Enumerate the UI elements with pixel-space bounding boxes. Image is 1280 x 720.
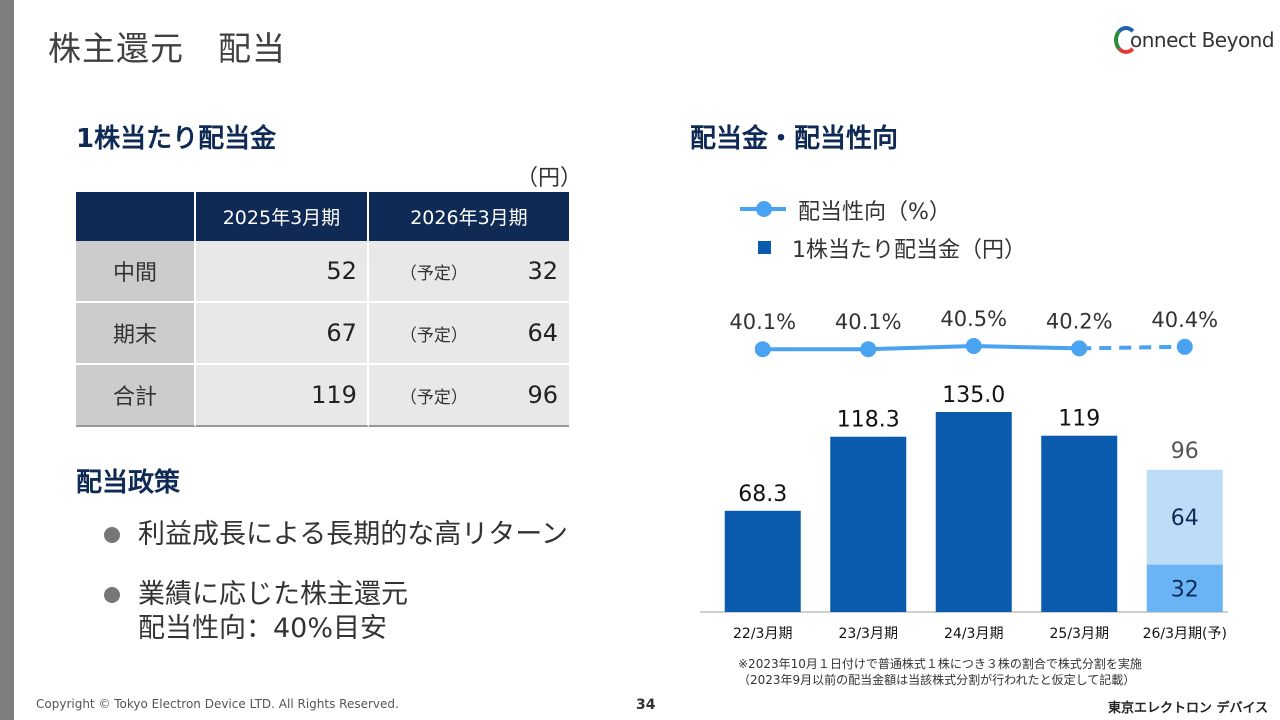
payout-label: 40.2% [1046, 309, 1113, 333]
table-header-fy2026: 2026年3月期 [368, 192, 569, 241]
footnote-line: ※2023年10月１日付けで普通株式１株につき３株の割合で株式分割を実施 [738, 657, 1142, 671]
dividend-table-title: 1株当たり配当金 [76, 124, 277, 154]
bullet-text: 業績に応じた株主還元 [138, 579, 408, 610]
bar-value-label: 135.0 [942, 383, 1005, 408]
footnote-line: （2023年9月以前の配当金額は当該株式分割が行われたと仮定して記載） [738, 673, 1136, 687]
dividend-bar [935, 412, 1012, 612]
dividend-bar [1041, 435, 1118, 612]
payout-label: 40.5% [940, 307, 1007, 331]
bullet-text: 利益成長による長期的な高リターン [138, 519, 568, 550]
planned-note: （予定） [399, 387, 468, 408]
x-tick-label: 23/3月期 [839, 626, 898, 642]
row-label: 期末 [76, 303, 196, 365]
payout-point [754, 341, 771, 358]
chart-title: 配当金・配当性向 [690, 124, 899, 154]
x-tick-label: 25/3月期 [1050, 626, 1109, 642]
payout-line-segment [973, 344, 1080, 351]
x-tick-label: 24/3月期 [944, 626, 1003, 642]
legend-dividend: 1株当たり配当金（円） [740, 232, 1060, 263]
dividend-bar-yearend [1146, 469, 1223, 565]
legend-square-icon [758, 241, 771, 254]
logo-text: onnect Beyond [1130, 28, 1275, 52]
payout-label: 40.1% [729, 310, 796, 334]
bar-total-label: 96 [1171, 439, 1199, 464]
segment-label-yearend: 64 [1171, 506, 1199, 531]
value-fy2025: 52 [196, 241, 369, 303]
payout-point [965, 338, 982, 354]
footnote: ※2023年10月１日付けで普通株式１株につき３株の割合で株式分割を実施 （20… [738, 656, 1142, 688]
value-fy2025: 119 [196, 365, 369, 427]
payout-point [1176, 338, 1193, 355]
value-fy2026-cell: （予定） 32 [368, 241, 569, 303]
bar-value-label: 68.3 [738, 482, 787, 507]
planned-note: （予定） [399, 263, 468, 284]
value-fy2025: 67 [196, 303, 369, 365]
payout-line-segment [868, 344, 974, 352]
value-fy2026-cell: （予定） 96 [368, 365, 569, 427]
legend-payout: 配当性向（%） [740, 194, 1060, 225]
table-row: 合計 119 （予定） 96 [76, 365, 569, 427]
bullet-dot-icon [104, 587, 120, 603]
dividend-bar [830, 436, 907, 612]
legend-dividend-label: 1株当たり配当金（円） [792, 238, 1026, 263]
payout-label: 40.1% [835, 310, 902, 334]
table-header-blank [76, 192, 196, 241]
value-fy2026-cell: （予定） 64 [368, 303, 569, 365]
table-row: 期末 67 （予定） 64 [76, 303, 569, 365]
connect-beyond-logo: onnect Beyond [1112, 22, 1275, 66]
payout-point [860, 341, 877, 358]
unit-label: （円） [516, 166, 583, 191]
payout-point [1071, 340, 1088, 357]
dividend-bar-interim [1146, 564, 1223, 612]
legend-dot-icon [756, 201, 772, 217]
legend-payout-label: 配当性向（%） [798, 200, 951, 225]
row-label: 中間 [76, 241, 196, 303]
payout-line-forecast [1079, 344, 1185, 351]
payout-label: 40.4% [1151, 308, 1218, 332]
logo-ring-icon [1114, 26, 1138, 54]
bullet-text-line2: 配当性向：40%目安 [138, 613, 388, 644]
segment-label-interim: 32 [1171, 577, 1199, 602]
x-tick-label: 22/3月期 [733, 626, 792, 642]
value-fy2026: 32 [527, 257, 558, 285]
table-header-fy2025: 2025年3月期 [196, 192, 369, 241]
row-label: 合計 [76, 365, 196, 427]
table-row: 中間 52 （予定） 32 [76, 241, 569, 303]
bar-value-label: 118.3 [837, 408, 900, 433]
brand-logo-text: 東京エレクトロン デバイス [1108, 701, 1269, 716]
table-header-row: 2025年3月期 2026年3月期 [76, 192, 569, 241]
planned-note: （予定） [399, 325, 468, 346]
slide-title: 株主還元 配当 [48, 29, 286, 68]
dividend-chart: 68.3 22/3月期 118.3 23/3月期 135.0 24/3月期 119 25/3月… [700, 307, 1228, 642]
dividend-table: 2025年3月期 2026年3月期 中間 52 （予定） 32 期末 67 （予… [76, 192, 569, 427]
page-number: 34 [636, 697, 656, 713]
left-accent-bar [0, 0, 14, 720]
value-fy2026: 96 [527, 381, 558, 409]
value-fy2026: 64 [527, 319, 558, 347]
bullet-dot-icon [104, 527, 120, 543]
x-tick-label: 26/3月期(予) [1143, 626, 1227, 642]
bar-value-label: 119 [1058, 407, 1100, 432]
copyright: Copyright © Tokyo Electron Device LTD. A… [36, 697, 399, 711]
dividend-bar [724, 510, 801, 612]
policy-title: 配当政策 [76, 468, 181, 498]
